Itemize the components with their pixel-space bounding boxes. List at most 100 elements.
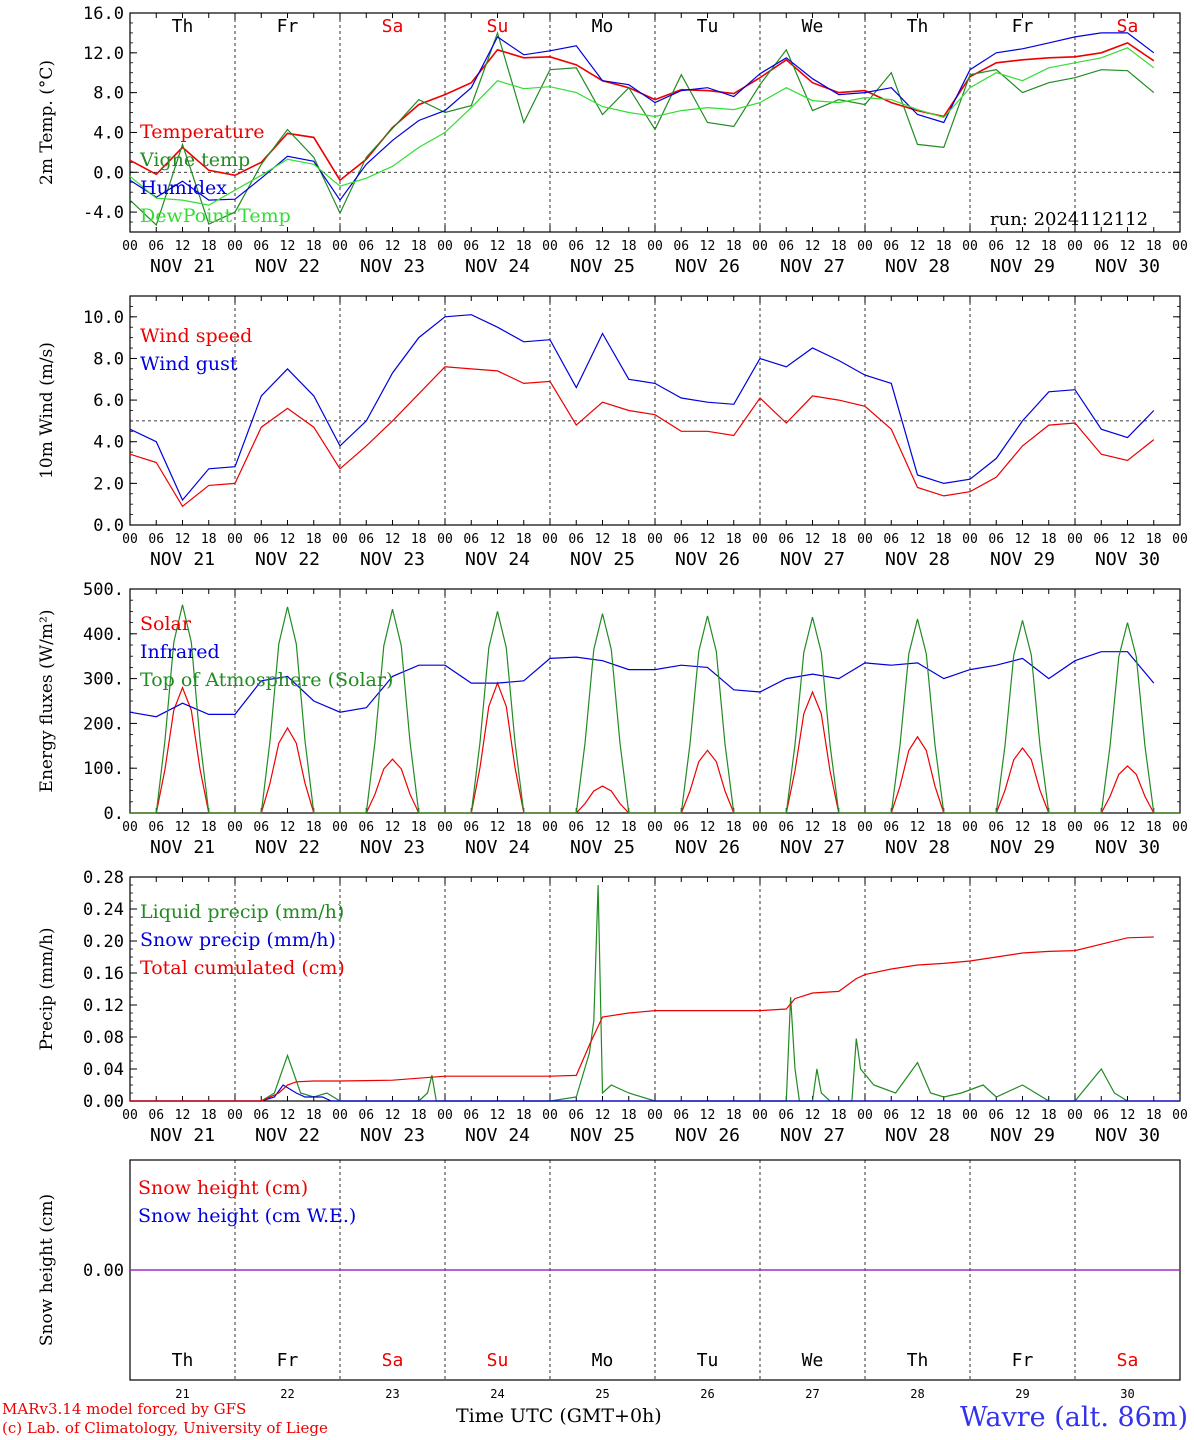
hour-tick-label: 06 [358,532,374,547]
hour-tick-label: 18 [831,239,847,254]
hour-tick-label: 06 [673,1108,689,1123]
hour-tick-label: 00 [332,1108,348,1123]
date-label: NOV 23 [360,256,425,277]
hour-tick-label: 12 [490,1108,506,1123]
hour-tick-label: 12 [910,532,926,547]
day-number-label: 27 [805,1387,819,1401]
hour-tick-label: 00 [122,532,138,547]
hour-tick-label: 18 [1041,239,1057,254]
hour-tick-label: 18 [201,1108,217,1123]
hour-tick-label: 06 [778,1108,794,1123]
hour-tick-label: 06 [253,1108,269,1123]
date-label: NOV 28 [885,837,950,858]
y-axis-label: 10m Wind (m/s) [37,342,57,479]
panel-1 [129,12,1181,233]
y-tick-label: 0. [104,804,124,824]
hour-tick-label: 00 [1172,1108,1188,1123]
hour-tick-label: 18 [726,532,742,547]
weekday-label: Sa [1117,1350,1139,1371]
day-number-label: 30 [1120,1387,1134,1401]
hour-tick-label: 06 [253,820,269,835]
hour-tick-label: 00 [857,1108,873,1123]
date-label: NOV 26 [675,837,740,858]
panel-4 [129,876,1181,1102]
hour-tick-label: 06 [988,532,1004,547]
hour-tick-label: 12 [1120,1108,1136,1123]
hour-tick-label: 06 [253,532,269,547]
weekday-label: Th [907,1350,929,1371]
date-label: NOV 30 [1095,256,1160,277]
legend-liquid-precip-mm-h: Liquid precip (mm/h) [140,901,344,923]
y-tick-label: 300. [83,670,124,690]
legend-solar: Solar [140,613,192,635]
hour-tick-label: 12 [910,1108,926,1123]
y-axis-label: Snow height (cm) [37,1194,57,1346]
hour-tick-label: 00 [1067,532,1083,547]
hour-tick-label: 00 [647,239,663,254]
hour-tick-label: 12 [175,820,191,835]
hour-tick-label: 06 [148,1108,164,1123]
hour-tick-label: 06 [778,820,794,835]
y-tick-label: 200. [83,714,124,734]
hour-tick-label: 06 [673,820,689,835]
hour-tick-label: 06 [988,239,1004,254]
legend-snow-precip-mm-h: Snow precip (mm/h) [140,929,336,951]
hour-tick-label: 12 [700,239,716,254]
hour-tick-label: 18 [306,1108,322,1123]
y-tick-label: 16.0 [83,4,124,24]
hour-tick-label: 06 [883,239,899,254]
legend-humidex: Humidex [140,177,227,199]
date-label: NOV 25 [570,549,635,570]
date-label: NOV 28 [885,549,950,570]
y-axis-label: Energy fluxes (W/m²) [37,610,57,793]
legend-wind-gust: Wind gust [140,353,238,375]
hour-tick-label: 12 [175,239,191,254]
hour-tick-label: 06 [778,239,794,254]
weekday-label: Tu [697,1350,719,1371]
hour-tick-label: 06 [673,532,689,547]
hour-tick-label: 18 [201,820,217,835]
hour-tick-label: 12 [910,820,926,835]
hour-tick-label: 12 [595,532,611,547]
weekday-label: Th [907,16,929,37]
hour-tick-label: 06 [568,532,584,547]
legend-infrared: Infrared [140,641,220,663]
hour-tick-label: 18 [621,532,637,547]
y-tick-label: 0.12 [83,996,124,1016]
hour-tick-label: 00 [962,820,978,835]
hour-tick-label: 18 [831,1108,847,1123]
weekday-label: Fr [1012,16,1034,37]
date-label: NOV 22 [255,837,320,858]
hour-tick-label: 18 [1146,1108,1162,1123]
hour-tick-label: 12 [1120,239,1136,254]
hour-tick-label: 12 [490,532,506,547]
legend-vigne-temp: Vigne temp [139,149,250,171]
hour-tick-label: 00 [437,239,453,254]
panel-5 [129,1159,1181,1381]
hour-tick-label: 12 [385,532,401,547]
day-number-label: 26 [700,1387,714,1401]
hour-tick-label: 12 [595,1108,611,1123]
hour-tick-label: 12 [700,532,716,547]
hour-tick-label: 18 [306,239,322,254]
day-number-label: 29 [1015,1387,1029,1401]
weekday-label: Mo [592,1350,614,1371]
hour-tick-label: 00 [122,820,138,835]
hour-tick-label: 18 [411,239,427,254]
y-tick-label: 0.04 [83,1060,124,1080]
panel-3 [129,588,1181,814]
hour-tick-label: 18 [516,239,532,254]
hour-tick-label: 00 [752,532,768,547]
y-tick-label: 8.0 [93,84,124,104]
panel-2 [129,295,1181,526]
series-line-vigne-temp [129,30,1155,227]
hour-tick-label: 06 [568,1108,584,1123]
y-tick-label: 4.0 [93,433,124,453]
hour-tick-label: 00 [227,1108,243,1123]
hour-tick-label: 12 [805,820,821,835]
hour-tick-label: 06 [1093,239,1109,254]
hour-tick-label: 00 [752,239,768,254]
hour-tick-label: 06 [673,239,689,254]
run-label: run: 2024112112 [990,209,1149,230]
hour-tick-label: 00 [647,532,663,547]
